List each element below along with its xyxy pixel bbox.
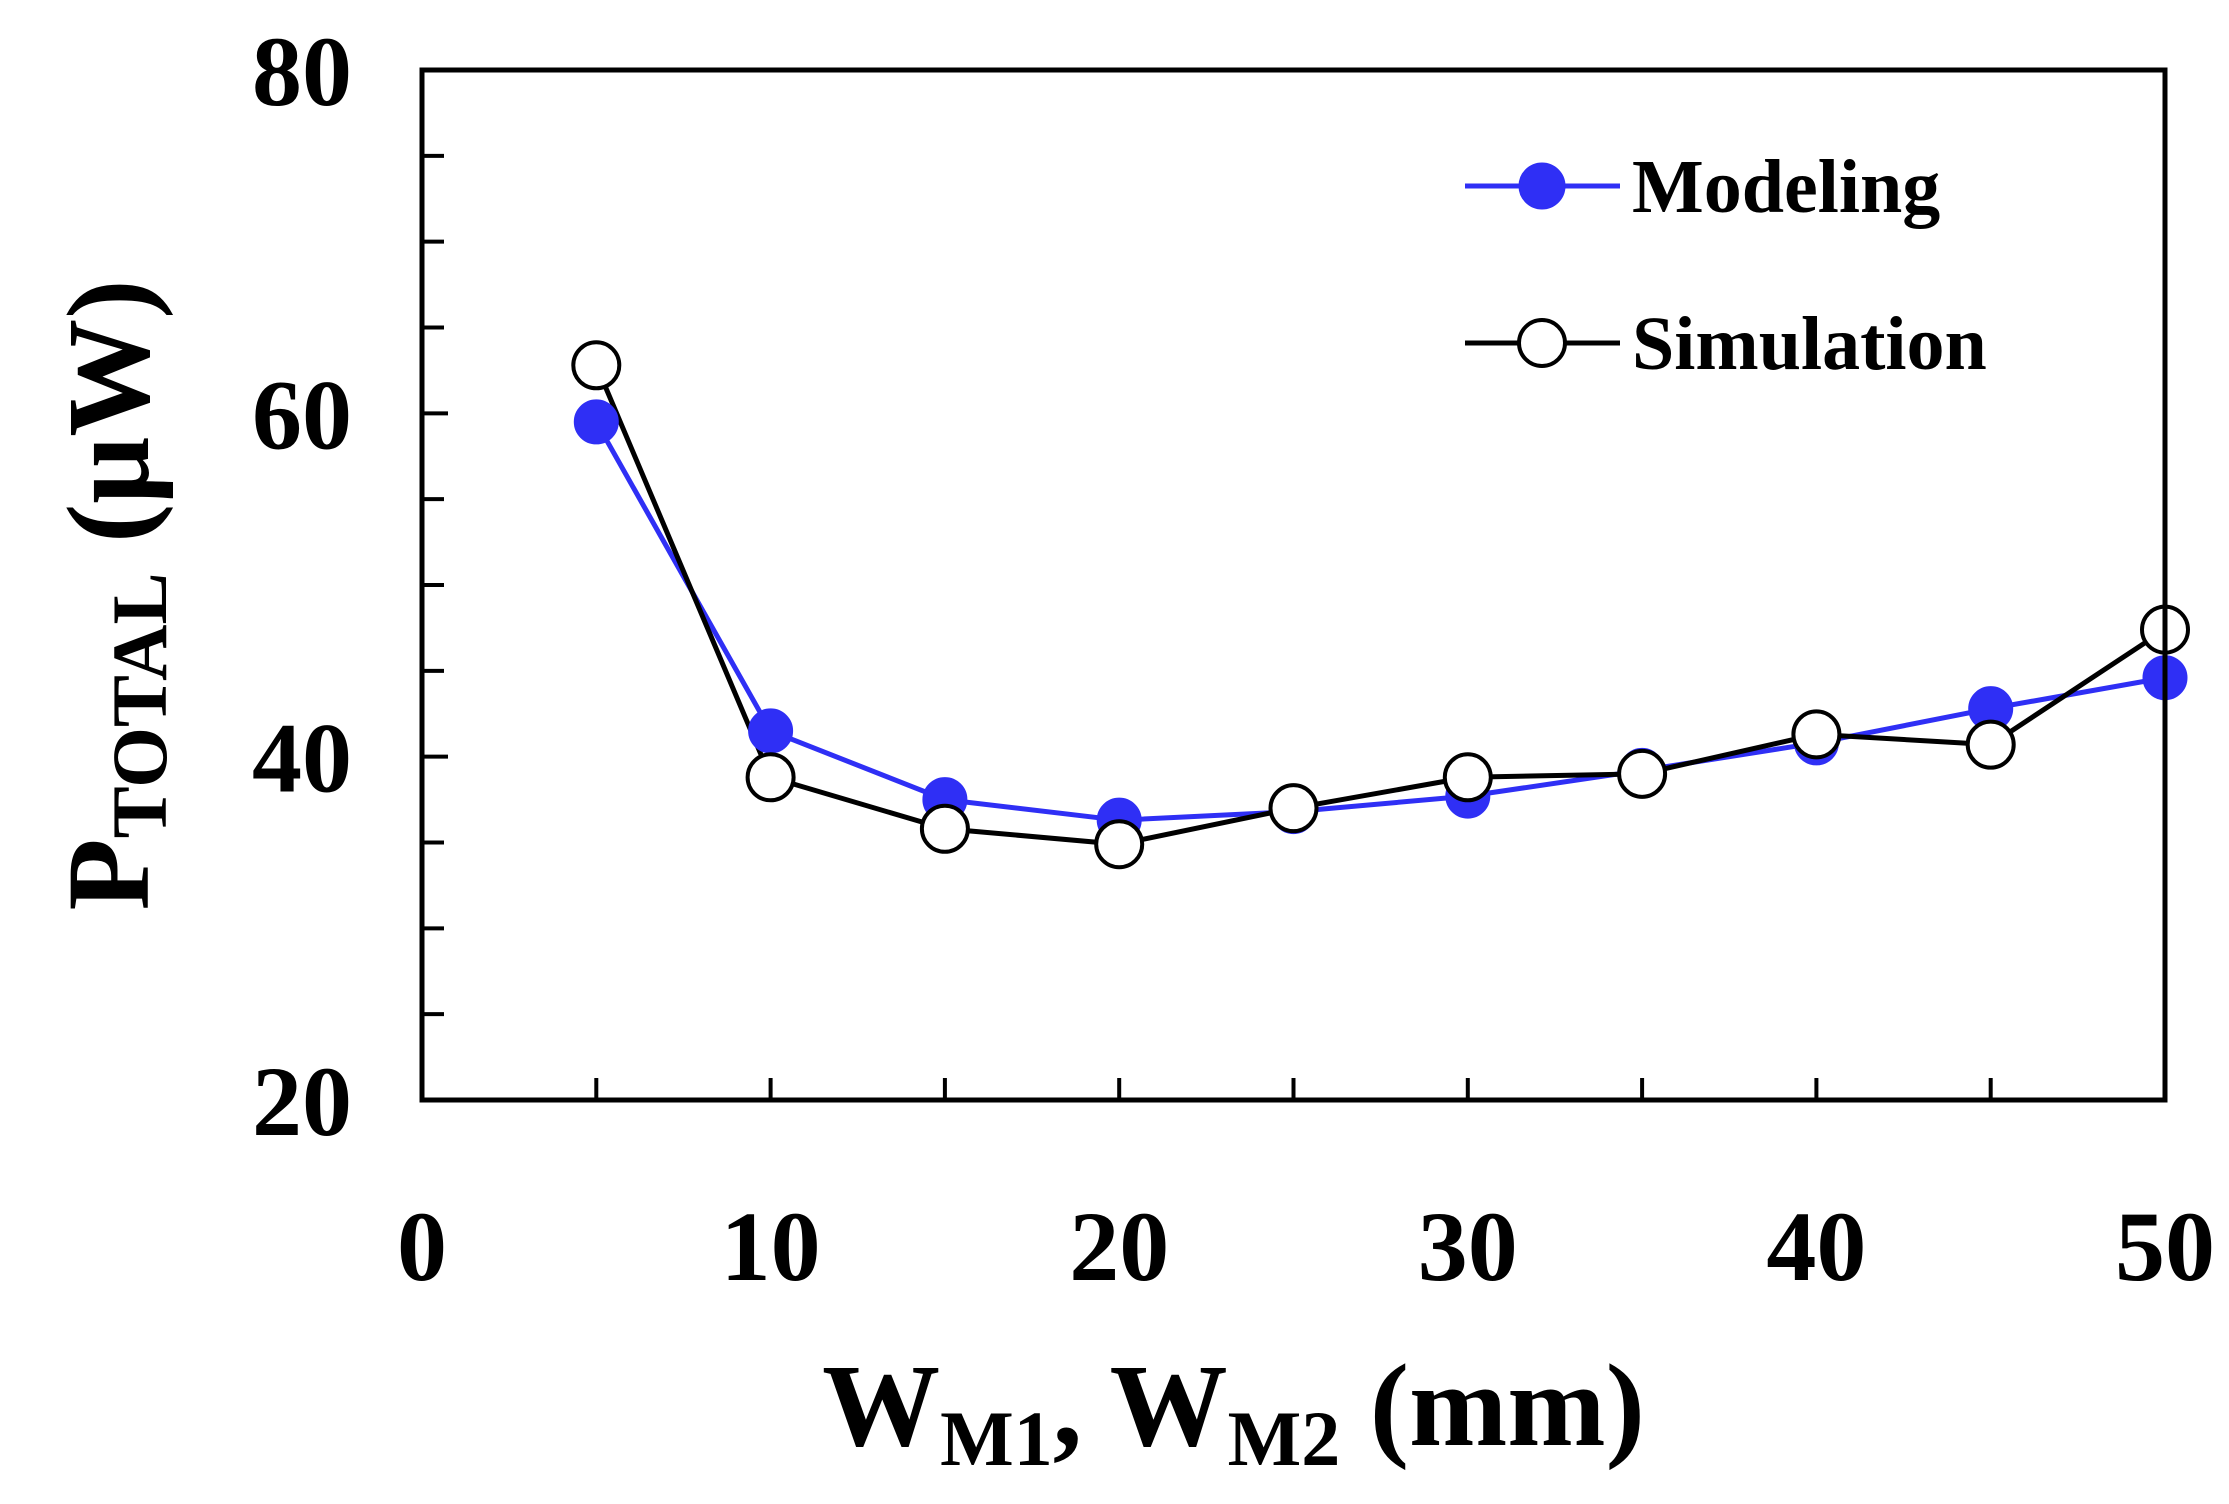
data-point-simulation (1094, 819, 1145, 870)
x-axis-title-w2: W (1110, 1340, 1228, 1471)
x-tick-label: 20 (1069, 1191, 1169, 1302)
data-point-simulation (1791, 709, 1842, 760)
x-axis-title-sub2: M2 (1228, 1395, 1341, 1482)
x-tick-label: 10 (721, 1191, 821, 1302)
x-tick-label: 0 (397, 1191, 447, 1302)
x-axis-title-sub1: M1 (940, 1395, 1053, 1482)
y-axis-title-unit: (μW) (43, 280, 174, 573)
y-axis-title: PTOTAL (μW) (43, 280, 183, 911)
series-layer (571, 340, 2190, 870)
legend-marker-simulation (1517, 318, 1567, 368)
data-point-simulation (1268, 783, 1319, 834)
x-axis-title: WM1, WM2 (mm) (822, 1340, 1645, 1482)
legend-label-simulation: Simulation (1632, 302, 1987, 386)
data-point-simulation (1442, 752, 1493, 803)
data-point-simulation (1617, 748, 1668, 799)
data-point-modeling (748, 708, 794, 754)
legend: Modeling Simulation (1465, 145, 1987, 386)
legend-marker-modeling (1518, 162, 1566, 210)
data-point-simulation (745, 752, 796, 803)
data-point-simulation (1965, 719, 2016, 770)
y-axis-title-subscript: TOTAL (96, 573, 183, 839)
x-tick-label: 50 (2115, 1191, 2215, 1302)
axis-ticks: 20 40 60 80 0 10 20 30 40 50 (252, 16, 2215, 1302)
x-axis-title-unit: (mm) (1340, 1340, 1645, 1471)
series-line-modeling (594, 420, 2166, 823)
y-tick-label: 60 (252, 359, 352, 470)
legend-label-modeling: Modeling (1632, 145, 1940, 229)
x-axis-title-sep: , (1053, 1340, 1110, 1471)
x-axis-title-w1: W (822, 1340, 940, 1471)
y-tick-label: 80 (252, 16, 352, 127)
y-tick-label: 40 (252, 703, 352, 814)
x-tick-label: 30 (1418, 1191, 1518, 1302)
y-axis-title-p: P (43, 838, 174, 910)
plot-frame (419, 67, 2168, 1103)
data-point-simulation (919, 803, 970, 854)
data-point-simulation (571, 340, 622, 391)
series-line-simulation (593, 364, 2167, 847)
x-tick-label: 40 (1766, 1191, 1866, 1302)
y-tick-label: 20 (252, 1046, 352, 1157)
data-point-modeling (573, 399, 619, 445)
